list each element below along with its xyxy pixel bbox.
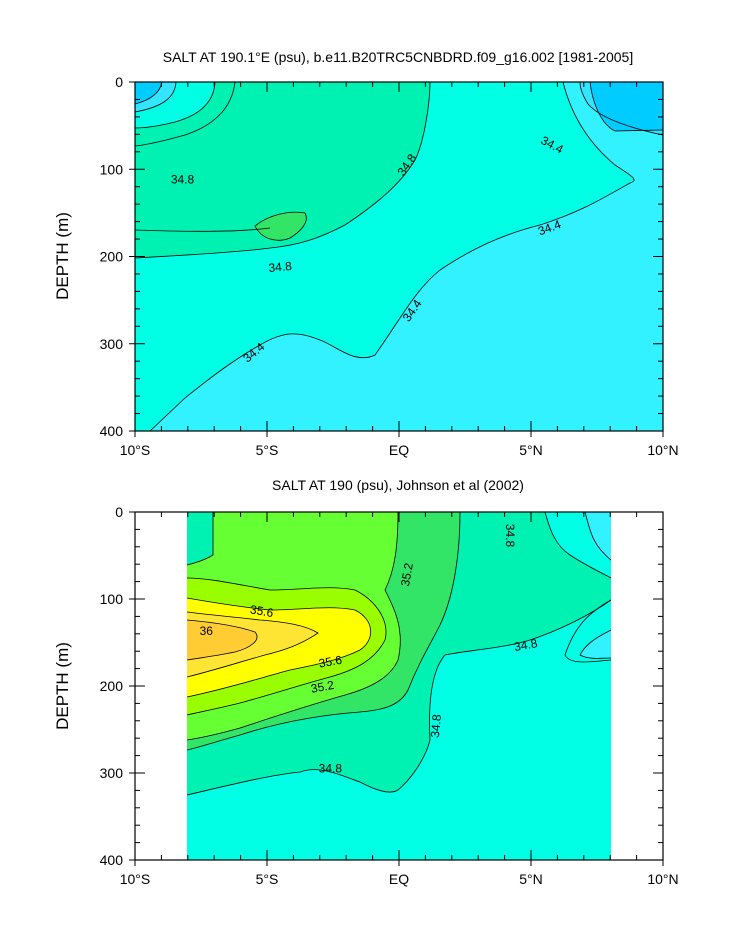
contour-label: 35.6 — [318, 653, 344, 671]
contour-line — [254, 211, 307, 241]
contour-line — [579, 629, 611, 659]
contour-line — [584, 512, 611, 561]
panel-obs: SALT AT 190 (psu), Johnson et al (2002) — [53, 477, 679, 887]
panel-model-ylabel: DEPTH (m) — [53, 212, 72, 300]
x-tick-label: 5°N — [519, 871, 543, 887]
x-tick-label: EQ — [389, 871, 409, 887]
contour-label: 34.8 — [171, 173, 195, 187]
x-tick-label: 10°S — [120, 871, 151, 887]
contour-line — [187, 512, 214, 566]
contour-label: 34.8 — [503, 524, 517, 548]
contour-line — [187, 611, 319, 678]
panel-obs-axes: 10°S 5°S EQ 5°N 10°N 0 100 200 300 400 — [100, 504, 679, 887]
fill-level — [585, 512, 611, 560]
x-tick-label: EQ — [389, 442, 409, 458]
contour-line — [187, 619, 258, 661]
x-tick-label: 5°N — [519, 442, 543, 458]
panel-obs-contour-labels: 35.6 36 35.6 35.2 35.2 34.8 34.8 34.8 34.8 — [200, 524, 539, 776]
contour-label: 36 — [200, 624, 214, 638]
contour-line — [135, 82, 216, 129]
panel-obs-fill — [187, 512, 611, 860]
panel-obs-contours — [187, 512, 611, 796]
contour-line — [135, 82, 236, 147]
panel-model-fill — [135, 82, 663, 431]
y-tick-label: 200 — [100, 249, 124, 265]
contour-line — [589, 82, 663, 132]
y-tick-label: 0 — [115, 74, 123, 90]
contour-line — [544, 512, 611, 579]
fill-level — [580, 630, 611, 659]
x-tick-label: 5°S — [256, 442, 279, 458]
contour-label: 35.2 — [398, 562, 416, 588]
y-tick-label: 300 — [100, 765, 124, 781]
contour-line — [187, 597, 372, 698]
contour-line — [187, 512, 401, 741]
y-tick-label: 400 — [100, 852, 124, 868]
x-tick-label: 10°N — [647, 442, 678, 458]
panel-model-axes: 10°S 5°S EQ 5°N 10°N 0 100 200 300 400 — [100, 74, 679, 458]
fill-level — [187, 620, 258, 660]
panel-model-title: SALT AT 190.1°E (psu), b.e11.B20TRC5CNBD… — [163, 49, 633, 65]
panel-model-contours — [135, 82, 663, 431]
contour-label: 34.8 — [268, 259, 293, 275]
y-tick-label: 400 — [100, 423, 124, 439]
contour-label: 34.8 — [319, 762, 343, 776]
fill-level — [135, 82, 430, 258]
contour-line — [149, 82, 635, 431]
fill-level — [590, 82, 663, 131]
y-tick-label: 200 — [100, 678, 124, 694]
contour-label: 35.6 — [249, 602, 275, 620]
contour-label: 34.8 — [513, 636, 539, 654]
x-tick-label: 10°N — [647, 871, 678, 887]
contour-line — [135, 227, 271, 232]
contour-line — [579, 82, 663, 136]
x-tick-label: 5°S — [256, 871, 279, 887]
fill-level — [187, 512, 213, 565]
fill-level — [255, 212, 307, 241]
x-tick-label: 10°S — [120, 442, 151, 458]
contour-line — [135, 82, 177, 113]
panel-model: SALT AT 190.1°E (psu), b.e11.B20TRC5CNBD… — [53, 49, 679, 458]
y-tick-label: 100 — [100, 591, 124, 607]
y-tick-label: 100 — [100, 161, 124, 177]
contour-line — [187, 577, 387, 716]
fill-level — [135, 82, 162, 104]
contour-label: 35.2 — [310, 678, 336, 696]
panel-obs-ylabel: DEPTH (m) — [53, 642, 72, 730]
fill-level — [500, 512, 611, 578]
contour-line — [564, 599, 611, 663]
y-tick-label: 0 — [115, 504, 123, 520]
contour-line — [135, 82, 431, 259]
contour-line — [187, 512, 461, 751]
contour-label: 34.8 — [428, 713, 444, 738]
panel-obs-title: SALT AT 190 (psu), Johnson et al (2002) — [272, 477, 524, 493]
y-tick-label: 300 — [100, 336, 124, 352]
contour-line — [187, 599, 611, 796]
